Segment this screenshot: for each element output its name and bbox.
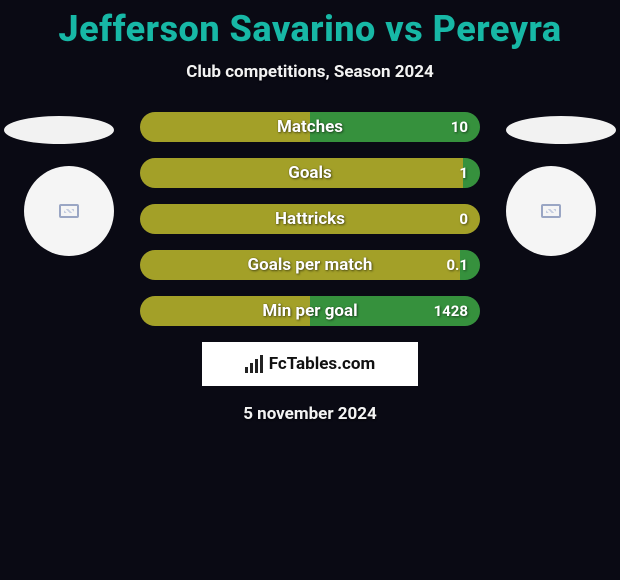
page-title: Jefferson Savarino vs Pereyra bbox=[0, 0, 620, 50]
bar-label: Min per goal bbox=[262, 301, 357, 321]
bar-value-right: 1 bbox=[459, 164, 468, 182]
watermark-box: FcTables.com bbox=[202, 342, 418, 386]
bar-label: Goals per match bbox=[248, 255, 373, 275]
bar-label: Goals bbox=[288, 163, 332, 183]
stat-bar: Goals per match 0.1 bbox=[140, 250, 480, 280]
comparison-content: Matches 10 Goals 1 Hattricks 0 Goals per match… bbox=[0, 112, 620, 424]
watermark-text: FcTables.com bbox=[269, 354, 375, 374]
stat-bar: Matches 10 bbox=[140, 112, 480, 142]
date-label: 5 november 2024 bbox=[0, 404, 620, 424]
bar-value-right: 0.1 bbox=[446, 256, 468, 274]
right-club-ellipse bbox=[506, 116, 616, 144]
image-placeholder-icon bbox=[541, 204, 561, 218]
bar-value-right: 1428 bbox=[434, 302, 468, 320]
image-placeholder-icon bbox=[59, 204, 79, 218]
subtitle: Club competitions, Season 2024 bbox=[0, 62, 620, 82]
stat-bars: Matches 10 Goals 1 Hattricks 0 Goals per match… bbox=[140, 112, 480, 326]
stat-bar: Hattricks 0 bbox=[140, 204, 480, 234]
stat-bar: Min per goal 1428 bbox=[140, 296, 480, 326]
bar-label: Matches bbox=[277, 117, 343, 137]
stat-bar: Goals 1 bbox=[140, 158, 480, 188]
left-club-ellipse bbox=[4, 116, 114, 144]
bar-value-right: 10 bbox=[451, 118, 468, 136]
right-player-avatar bbox=[506, 166, 596, 256]
bar-label: Hattricks bbox=[275, 209, 345, 229]
left-player-avatar bbox=[24, 166, 114, 256]
bars-icon bbox=[245, 355, 263, 373]
bar-value-right: 0 bbox=[459, 210, 468, 228]
